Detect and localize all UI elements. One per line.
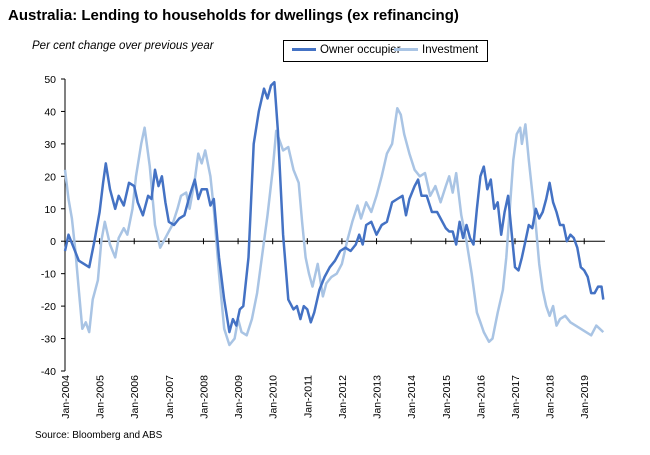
chart-title: Australia: Lending to households for dwe… <box>8 7 459 24</box>
y-tick-label: 10 <box>44 204 56 216</box>
legend-label-investment: Investment <box>422 44 479 56</box>
x-tick-label: Jan-2014 <box>406 375 418 419</box>
y-tick-label: -40 <box>41 366 56 378</box>
legend-swatch-owner-occupier <box>292 48 316 52</box>
y-tick-label: 40 <box>44 106 56 118</box>
x-tick-label: Jan-2005 <box>95 375 107 419</box>
series-line-investment <box>63 106 605 347</box>
legend-swatch-investment <box>394 48 418 52</box>
x-tick-label: Jan-2019 <box>579 375 591 419</box>
x-tick-label: Jan-2008 <box>198 375 210 419</box>
y-tick-label: 20 <box>44 171 56 183</box>
y-tick-label: 30 <box>44 139 56 151</box>
x-tick-label: Jan-2004 <box>60 375 72 419</box>
x-tick-label: Jan-2012 <box>337 375 349 419</box>
series-line-owner-occupier <box>63 80 605 334</box>
y-tick-label: -10 <box>41 269 56 281</box>
x-tick-label: Jan-2016 <box>475 375 487 419</box>
x-tick-label: Jan-2007 <box>164 375 176 419</box>
legend-label-owner-occupier: Owner occupier <box>320 44 401 56</box>
source-note: Source: Bloomberg and ABS <box>35 430 163 441</box>
y-tick-label: -20 <box>41 301 56 313</box>
x-tick-label: Jan-2018 <box>545 375 557 419</box>
x-tick-label: Jan-2013 <box>372 375 384 419</box>
x-tick-label: Jan-2011 <box>302 375 314 418</box>
y-tick-label: 0 <box>50 236 56 248</box>
y-tick-label: -30 <box>41 334 56 346</box>
y-tick-label: 50 <box>44 74 56 86</box>
x-tick-label: Jan-2015 <box>441 375 453 419</box>
legend-item-owner-occupier: Owner occupier <box>292 44 401 56</box>
x-tick-label: Jan-2006 <box>129 375 141 419</box>
legend-item-investment: Investment <box>394 44 478 56</box>
x-tick-label: Jan-2017 <box>510 375 522 419</box>
chart-subtitle: Per cent change over previous year <box>32 40 214 52</box>
chart-legend: Owner occupier Investment <box>283 40 488 62</box>
x-tick-label: Jan-2009 <box>233 375 245 419</box>
x-tick-label: Jan-2010 <box>268 375 280 419</box>
